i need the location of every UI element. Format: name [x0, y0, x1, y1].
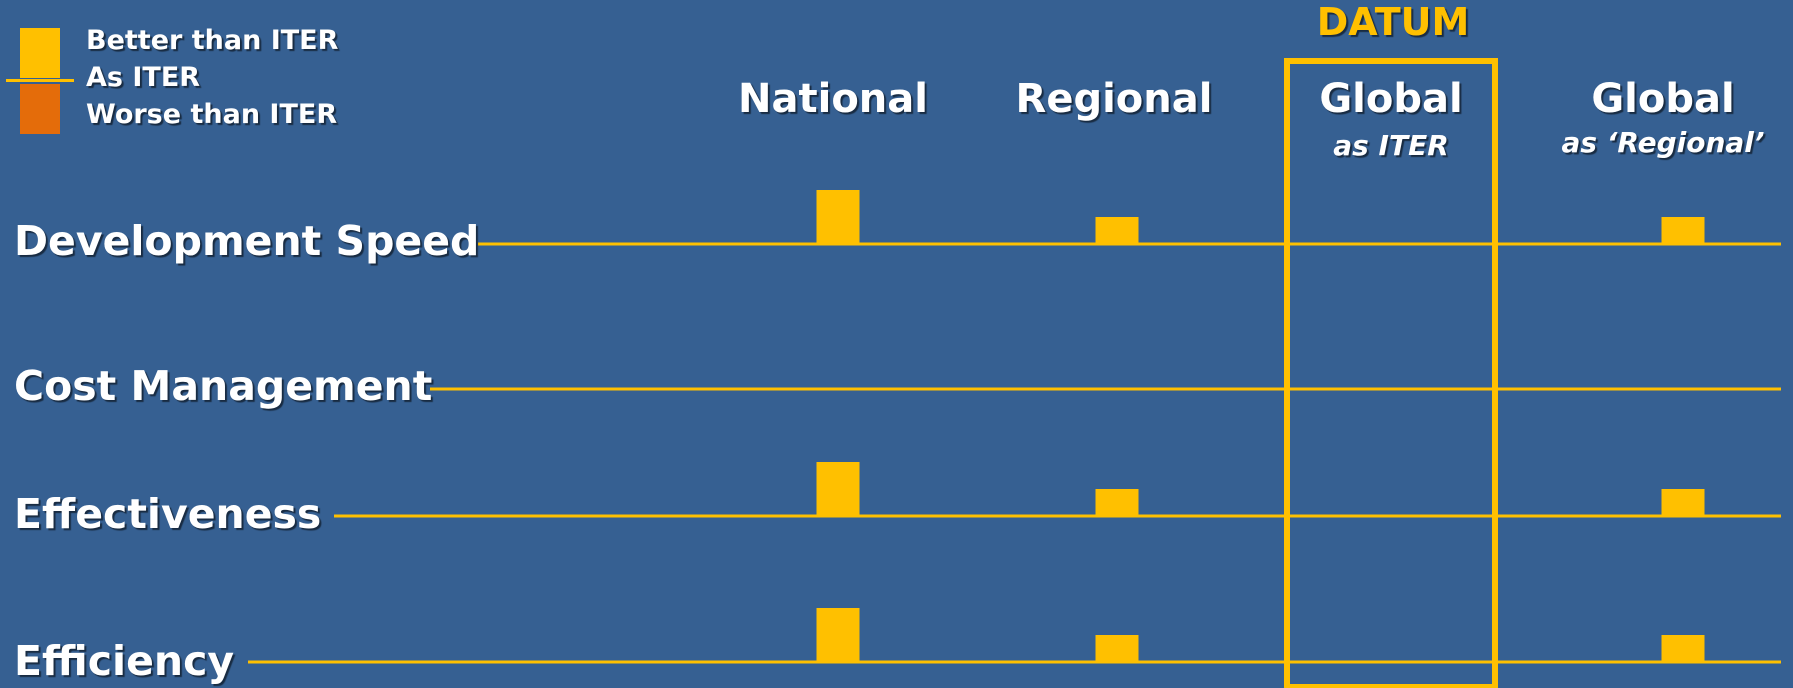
- datum-label: DATUM: [1316, 0, 1470, 44]
- column-subheader-global-iter: as ITER: [1333, 129, 1449, 162]
- bar-row-1-col-1: [816, 190, 860, 244]
- bar-row-3-col-2: [1095, 489, 1139, 516]
- bar-row-4-col-1: [816, 608, 860, 662]
- legend-swatch-worse: [20, 84, 60, 134]
- column-header-national: National: [738, 76, 928, 122]
- legend-label-as: As ITER: [86, 62, 201, 93]
- legend-label-worse: Worse than ITER: [86, 99, 338, 130]
- bar-row-1-col-2: [1095, 217, 1139, 244]
- row-label-development-speed: Development Speed: [14, 217, 480, 265]
- column-subheader-global-regional: as ‘Regional’: [1561, 126, 1765, 159]
- row-label-efficiency: Efficiency: [14, 637, 235, 685]
- bar-row-3-col-1: [816, 462, 860, 516]
- bar-row-4-col-2: [1095, 635, 1139, 662]
- column-header-global-iter: Global: [1319, 76, 1463, 122]
- bar-row-4-col-4: [1661, 635, 1705, 662]
- row-label-cost-management: Cost Management: [14, 362, 433, 410]
- column-header-global-regional: Global: [1591, 76, 1735, 122]
- legend-swatch-as-line: [6, 79, 74, 82]
- datum-box: [1284, 58, 1498, 688]
- legend-label-better: Better than ITER: [86, 25, 339, 56]
- legend-swatch-better: [20, 28, 60, 78]
- column-header-regional: Regional: [1015, 76, 1213, 122]
- legend: Better than ITER As ITER Worse than ITER: [0, 0, 400, 150]
- row-label-effectiveness: Effectiveness: [14, 490, 322, 538]
- bar-row-3-col-4: [1661, 489, 1705, 516]
- bar-row-1-col-4: [1661, 217, 1705, 244]
